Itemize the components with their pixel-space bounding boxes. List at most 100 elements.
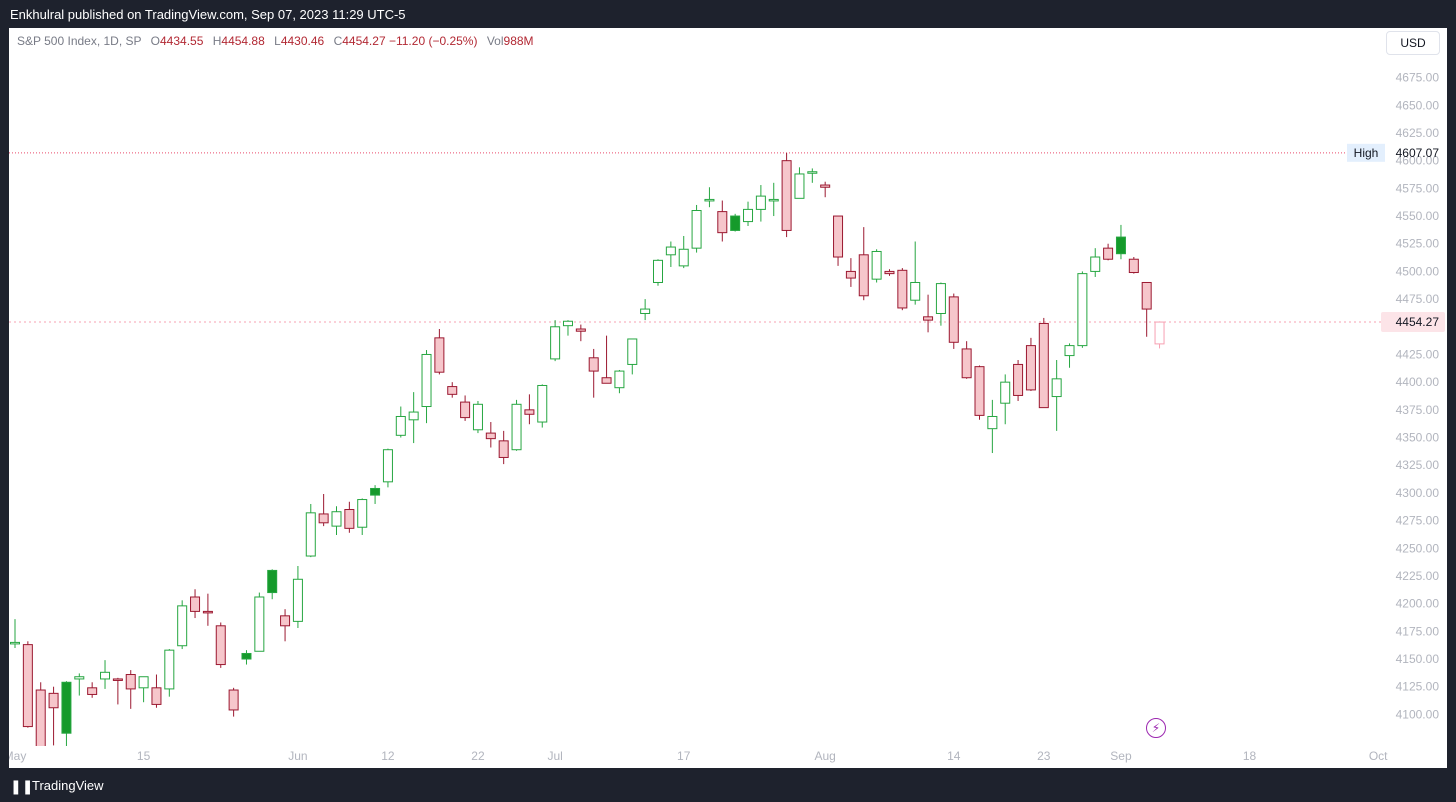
candle-body (627, 338, 638, 365)
candle-body (665, 246, 676, 256)
x-tick-label: 18 (1243, 749, 1257, 763)
tradingview-logo-icon: ❚❚ (10, 778, 34, 794)
candle-body (61, 681, 72, 734)
candle-body (421, 353, 432, 408)
lightning-icon[interactable]: ⚡ (1146, 718, 1166, 738)
candle-body (472, 403, 483, 431)
candle-body (562, 320, 573, 327)
candle-body (961, 348, 972, 379)
footer: ❚❚ TradingView (0, 768, 1456, 802)
candle-body (820, 184, 831, 188)
candle-body (948, 296, 959, 343)
candle-body (1141, 281, 1152, 310)
y-tick-label: 4325.00 (1396, 458, 1440, 472)
candle-body (1064, 345, 1075, 357)
candle-body (1000, 381, 1011, 404)
candle-body (228, 689, 239, 711)
candle-body (807, 171, 818, 174)
candle-body (1038, 322, 1049, 409)
candle-body (48, 692, 59, 709)
footer-brand: TradingView (32, 778, 104, 793)
chart-panel[interactable]: 4100.00 4125.00 4150.00 4175.00 4200.00 4225.… (9, 28, 1447, 768)
candle-body (897, 269, 908, 309)
top-bar: Enkhulral published on TradingView.com, … (0, 0, 1456, 28)
candle-body (344, 509, 355, 529)
candle-body (678, 248, 689, 267)
candle-body (164, 649, 175, 690)
candle-body (254, 596, 265, 652)
candle-body (524, 409, 535, 415)
y-tick-label: 4650.00 (1396, 98, 1440, 112)
y-tick-label: 4500.00 (1396, 264, 1440, 278)
candle-body (112, 678, 123, 681)
candle-body (241, 652, 252, 660)
x-tick-label: Jun (288, 749, 307, 763)
x-tick-label: 15 (137, 749, 151, 763)
candle-body (987, 415, 998, 430)
x-tick-label: 12 (381, 749, 395, 763)
x-tick-label: May (9, 749, 26, 763)
candle-body (382, 449, 393, 483)
candle-body (910, 281, 921, 301)
candle-body (1013, 363, 1024, 396)
legend-open-label: O (150, 34, 160, 48)
y-tick-label: 4550.00 (1396, 209, 1440, 223)
candle-body (74, 676, 85, 680)
y-tick-label: 4350.00 (1396, 431, 1440, 445)
candle-body (691, 210, 702, 249)
last-price-tag: 4454.27 (1396, 315, 1440, 329)
candle-body (935, 283, 946, 314)
candle-body (1154, 321, 1165, 345)
candlestick-chart[interactable]: 4100.00 4125.00 4150.00 4175.00 4200.00 4225.… (9, 28, 1447, 768)
candles-group (10, 152, 1165, 746)
legend-volume-label: Vol (486, 34, 504, 48)
candle-body (1051, 378, 1062, 398)
candle-body (267, 569, 278, 594)
x-tick-label: 22 (471, 749, 485, 763)
candle-body (395, 415, 406, 436)
candle-body (1103, 247, 1114, 260)
currency-button[interactable]: USD (1386, 31, 1440, 55)
candle-body (318, 513, 329, 524)
candle-body (858, 254, 869, 297)
candle-body (485, 432, 496, 440)
legend-low-label: L (274, 34, 281, 48)
x-tick-label: 17 (677, 749, 691, 763)
legend-close-label: C (333, 34, 343, 48)
candle-body (1128, 258, 1139, 274)
y-tick-label: 4200.00 (1396, 597, 1440, 611)
y-tick-label: 4100.00 (1396, 707, 1440, 721)
legend-change-value: −11.20 (−0.25%) (388, 34, 478, 48)
candle-body (1090, 256, 1101, 272)
legend-open-value: 4434.55 (160, 34, 204, 48)
candle-body (640, 308, 651, 314)
candle-body (974, 366, 985, 416)
y-tick-label: 4600.00 (1396, 154, 1440, 168)
y-tick-label: 4225.00 (1396, 569, 1440, 583)
x-tick-label: Jul (547, 749, 562, 763)
high-label-bg (1347, 143, 1385, 162)
y-tick-label: 4625.00 (1396, 126, 1440, 140)
y-tick-label: 4175.00 (1396, 624, 1440, 638)
candle-body (125, 674, 136, 690)
candle-body (138, 676, 149, 689)
candle-body (588, 357, 599, 372)
candle-body (601, 377, 612, 384)
y-tick-label: 4250.00 (1396, 541, 1440, 555)
published-info: Enkhulral published on TradingView.com, … (10, 7, 406, 22)
candle-body (151, 687, 162, 705)
x-tick-label: Oct (1369, 749, 1388, 763)
candle-body (10, 641, 20, 645)
candle-body (755, 195, 766, 210)
candle-body (202, 610, 213, 614)
candle-body (177, 605, 188, 647)
legend-symbol[interactable]: S&P 500 Index, 1D, SP (17, 34, 142, 48)
candle-body (292, 578, 303, 622)
y-tick-label: 4575.00 (1396, 181, 1440, 195)
candle-body (460, 401, 471, 419)
candle-body (871, 250, 882, 280)
candle-body (845, 270, 856, 279)
candle-body (22, 644, 33, 728)
candle-body (305, 512, 316, 557)
candle-body (781, 160, 792, 231)
